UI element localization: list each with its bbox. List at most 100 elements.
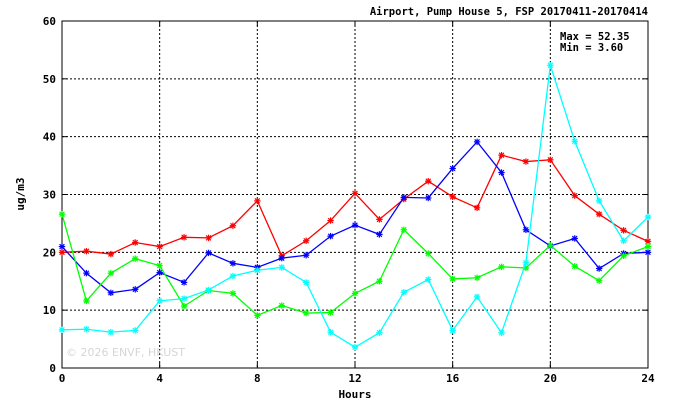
data-point xyxy=(498,169,505,176)
data-point xyxy=(644,213,652,221)
max-label: Max = 52.35 xyxy=(560,31,630,43)
data-point xyxy=(547,62,554,69)
data-point xyxy=(156,269,163,276)
data-point xyxy=(180,279,188,286)
data-point xyxy=(571,192,578,199)
data-point xyxy=(327,309,334,316)
data-point xyxy=(132,239,139,246)
x-tick-label: 4 xyxy=(156,372,163,385)
y-axis-title: ug/m3 xyxy=(14,177,27,210)
data-point xyxy=(107,289,115,297)
series-1 xyxy=(58,151,652,260)
data-point xyxy=(58,243,66,250)
data-point xyxy=(327,328,334,336)
data-point xyxy=(473,138,481,146)
data-point xyxy=(58,249,66,256)
data-point xyxy=(522,226,530,233)
data-point xyxy=(180,234,188,241)
data-point xyxy=(644,243,652,250)
data-point xyxy=(620,237,627,244)
data-point xyxy=(180,295,188,302)
data-point xyxy=(376,216,383,223)
data-point xyxy=(302,309,310,317)
data-point xyxy=(449,275,456,283)
x-axis-title: Hours xyxy=(338,388,371,401)
data-point xyxy=(58,210,66,218)
data-point xyxy=(327,232,334,240)
data-point xyxy=(229,290,237,297)
data-point xyxy=(58,326,66,334)
data-point xyxy=(498,151,505,159)
data-point xyxy=(595,197,603,205)
data-point xyxy=(547,156,554,163)
y-tick-label: 20 xyxy=(43,246,56,259)
data-point xyxy=(376,278,383,285)
data-point xyxy=(83,326,90,333)
x-tick-label: 0 xyxy=(59,372,66,385)
data-point xyxy=(229,222,237,229)
data-point xyxy=(376,329,383,336)
y-tick-label: 60 xyxy=(43,15,56,28)
data-point xyxy=(473,293,481,301)
series-4 xyxy=(58,62,652,351)
data-point xyxy=(205,234,212,242)
data-point xyxy=(449,327,456,334)
data-point xyxy=(254,197,261,205)
data-point xyxy=(156,262,163,269)
data-point xyxy=(351,190,359,197)
data-point xyxy=(302,237,310,244)
y-tick-label: 40 xyxy=(43,131,56,144)
watermark: © 2026 ENVF, HKUST xyxy=(66,346,185,359)
data-point xyxy=(620,227,627,234)
data-point xyxy=(229,272,237,280)
data-point xyxy=(107,269,115,277)
y-tick-label: 30 xyxy=(43,189,56,202)
y-tick-label: 50 xyxy=(43,73,56,86)
data-point xyxy=(302,279,310,286)
series-3 xyxy=(58,210,652,319)
y-tick-label: 0 xyxy=(49,362,56,375)
data-point xyxy=(107,250,115,258)
data-point xyxy=(132,327,139,334)
x-tick-label: 16 xyxy=(446,372,460,385)
data-point xyxy=(278,254,285,262)
x-tick-label: 8 xyxy=(254,372,261,385)
data-point xyxy=(571,138,578,145)
data-point xyxy=(547,242,554,249)
data-point xyxy=(400,226,408,233)
data-point xyxy=(644,238,652,245)
data-point xyxy=(595,277,603,284)
data-point xyxy=(229,260,237,267)
data-point xyxy=(205,249,212,257)
x-tick-label: 12 xyxy=(348,372,361,385)
data-point xyxy=(644,249,652,256)
data-point xyxy=(522,158,530,165)
data-point xyxy=(107,328,115,336)
data-point xyxy=(83,247,90,255)
data-point xyxy=(571,235,578,242)
min-label: Min = 3.60 xyxy=(560,42,623,54)
data-point xyxy=(620,252,627,260)
data-point xyxy=(400,194,408,201)
data-point xyxy=(327,217,334,224)
data-point xyxy=(83,297,90,305)
data-point xyxy=(205,286,212,294)
data-point xyxy=(425,177,432,185)
data-point xyxy=(473,274,481,281)
data-point xyxy=(254,267,261,274)
data-point xyxy=(571,263,578,270)
data-point xyxy=(400,289,408,296)
data-point xyxy=(595,265,603,272)
data-point xyxy=(498,329,505,336)
data-point xyxy=(449,193,456,201)
data-point xyxy=(425,276,432,283)
data-point xyxy=(522,259,530,266)
data-point xyxy=(351,343,359,351)
y-tick-label: 10 xyxy=(43,304,56,317)
data-point xyxy=(254,312,261,319)
data-point xyxy=(425,250,432,257)
gridlines xyxy=(61,20,649,369)
chart-title: Airport, Pump House 5, FSP 20170411-2017… xyxy=(370,6,648,18)
data-point xyxy=(278,264,285,271)
data-point xyxy=(376,231,383,238)
